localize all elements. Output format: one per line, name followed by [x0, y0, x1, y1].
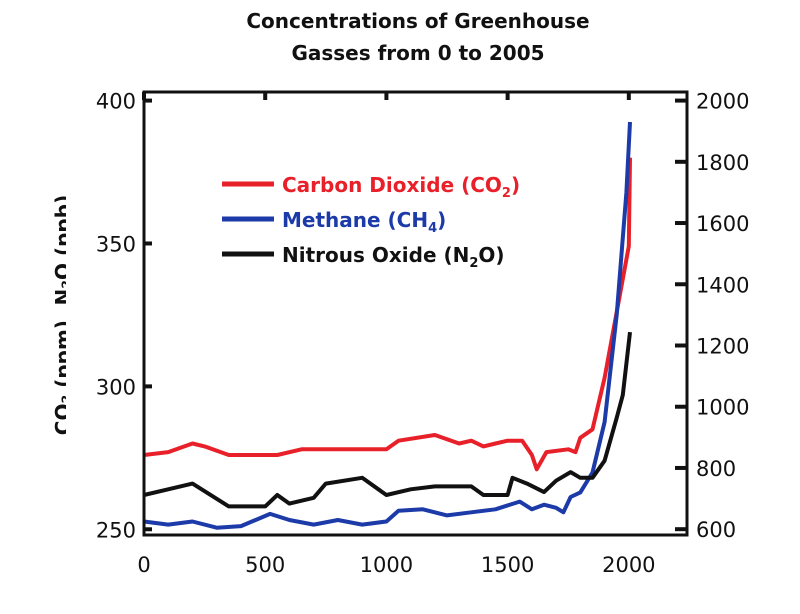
series-line-2: [143, 121, 632, 530]
chart-title-line-2: Gasses from 0 to 2005: [291, 41, 544, 65]
y-right-tick-label: 1800: [696, 151, 749, 175]
y-left-tick-label: 300: [96, 375, 136, 399]
legend-label: Methane (CH4): [282, 208, 446, 236]
y-left-tick-label: 350: [96, 232, 136, 256]
y-right-tick-label: 800: [696, 457, 736, 481]
y-right-tick-label: 1600: [696, 212, 749, 236]
y-right-tick-label: 1400: [696, 273, 749, 297]
y-axis-label-left: CO₂ (ppm), N₂O (ppb): [51, 195, 75, 435]
y-right-tick-label: 600: [696, 518, 736, 542]
legend: Carbon Dioxide (CO2) Methane (CH4) Nitrous…: [222, 173, 520, 271]
x-tick-label: 500: [245, 553, 285, 577]
x-tick-label: 2000: [602, 553, 655, 577]
y-right-tick-label: 1200: [696, 334, 749, 358]
y-left-tick-label: 400: [96, 90, 136, 114]
legend-label: Carbon Dioxide (CO2): [282, 173, 520, 201]
series-line-3: [143, 331, 632, 509]
y-left-tick-label: 250: [96, 518, 136, 542]
x-tick-label: 1500: [481, 553, 534, 577]
x-tick-label: 1000: [360, 553, 413, 577]
y-right-tick-label: 1000: [696, 396, 749, 420]
y-right-tick-label: 2000: [696, 90, 749, 114]
series-line-1: [143, 157, 632, 472]
plot-frame: [142, 90, 689, 537]
chart-title-line-1: Concentrations of Greenhouse: [246, 9, 589, 33]
legend-label: Nitrous Oxide (N2O): [282, 243, 505, 271]
x-tick-label: 0: [137, 553, 150, 577]
